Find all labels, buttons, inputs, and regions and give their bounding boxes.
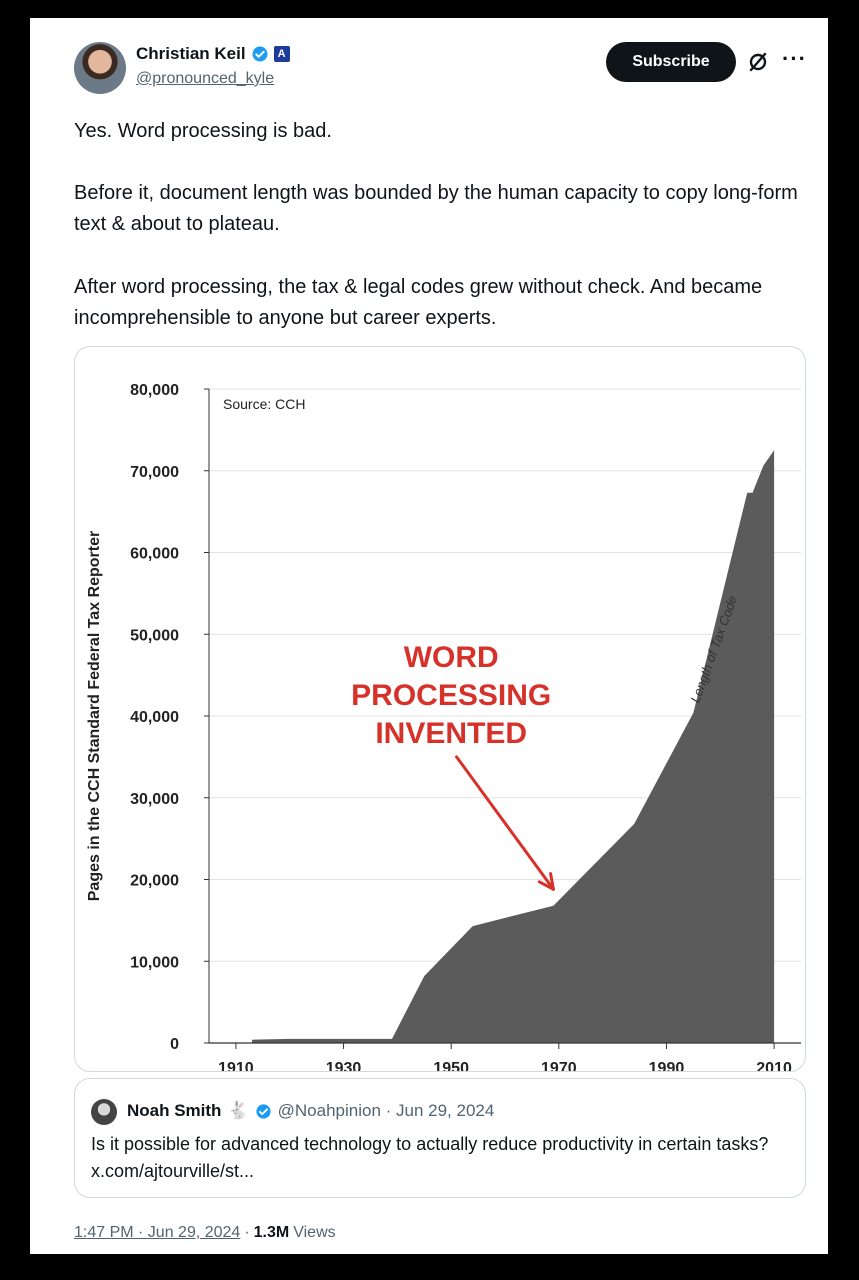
y-axis-title: Pages in the CCH Standard Federal Tax Re…: [86, 531, 103, 901]
tweet-paragraph-1: Yes. Word processing is bad.: [74, 120, 332, 142]
author-name-row: Christian Keil A: [136, 44, 290, 64]
y-tick-label: 10,000: [130, 954, 179, 971]
y-tick-label: 70,000: [130, 464, 179, 481]
affiliation-badge-icon: A: [273, 46, 290, 62]
y-tick-label: 20,000: [130, 873, 179, 890]
x-tick-label: 2010: [756, 1060, 792, 1071]
views-count: 1.3M: [253, 1224, 290, 1241]
verified-badge-icon: [252, 46, 268, 62]
meta-separator: ·: [244, 1224, 250, 1241]
x-tick-label: 1970: [541, 1060, 577, 1071]
quoted-tweet-text: Is it possible for advanced technology t…: [91, 1134, 769, 1181]
y-tick-label: 60,000: [130, 546, 179, 563]
source-note: Source: CCH: [223, 396, 305, 412]
quoted-author-name: Noah Smith: [127, 1101, 222, 1120]
x-tick-label: 1930: [326, 1060, 362, 1071]
annotation-text-line: PROCESSING: [351, 679, 551, 712]
verified-badge-icon: [256, 1103, 271, 1119]
views-label: Views: [293, 1224, 336, 1241]
annotation-text-line: WORD: [404, 641, 499, 674]
annotation-arrow-head: [537, 872, 555, 891]
quoted-author-row: Noah Smith 🐇 @Noahpinion · Jun 29, 2024: [127, 1101, 494, 1121]
subscribe-button[interactable]: Subscribe: [606, 42, 736, 82]
y-tick-label: 50,000: [130, 627, 179, 644]
tweet-paragraph-2: Before it, document length was bounded b…: [74, 182, 798, 235]
tweet-meta: 1:47 PM · Jun 29, 2024 · 1.3M Views: [74, 1224, 336, 1242]
tax-code-area-chart: 0 10,000 20,000 30,000 40,000 50,000 60,000 70,…: [86, 382, 801, 1071]
y-tick-label: 30,000: [130, 791, 179, 808]
chart-image[interactable]: 0 10,000 20,000 30,000 40,000 50,000 60,000 70,…: [74, 346, 806, 1072]
x-tick-label: 1910: [218, 1060, 254, 1071]
author-name[interactable]: Christian Keil: [136, 44, 246, 63]
grok-icon[interactable]: [746, 50, 770, 74]
more-options-icon[interactable]: ···: [782, 46, 807, 71]
y-tick-label: 0: [170, 1036, 179, 1053]
y-tick-label: 80,000: [130, 382, 179, 399]
quoted-author-avatar: [91, 1099, 117, 1125]
tweet-paragraph-3: After word processing, the tax & legal c…: [74, 276, 763, 329]
annotation-text-line: INVENTED: [375, 717, 527, 750]
annotation-arrow-shaft: [455, 755, 555, 891]
tweet-timestamp[interactable]: 1:47 PM · Jun 29, 2024: [74, 1224, 241, 1241]
author-handle[interactable]: @pronounced_kyle: [136, 70, 275, 87]
y-tick-label: 40,000: [130, 709, 179, 726]
author-avatar[interactable]: [74, 42, 126, 94]
quoted-author-handle-date: @Noahpinion · Jun 29, 2024: [277, 1101, 495, 1120]
tweet-card: Christian Keil A @pronounced_kyle Subscr…: [30, 18, 828, 1254]
x-tick-label: 1990: [649, 1060, 685, 1071]
x-tick-label: 1950: [433, 1060, 469, 1071]
quoted-tweet[interactable]: Noah Smith 🐇 @Noahpinion · Jun 29, 2024 …: [74, 1078, 806, 1198]
rabbit-emoji-icon: 🐇: [227, 1101, 249, 1120]
tax-code-area: [252, 450, 775, 1043]
